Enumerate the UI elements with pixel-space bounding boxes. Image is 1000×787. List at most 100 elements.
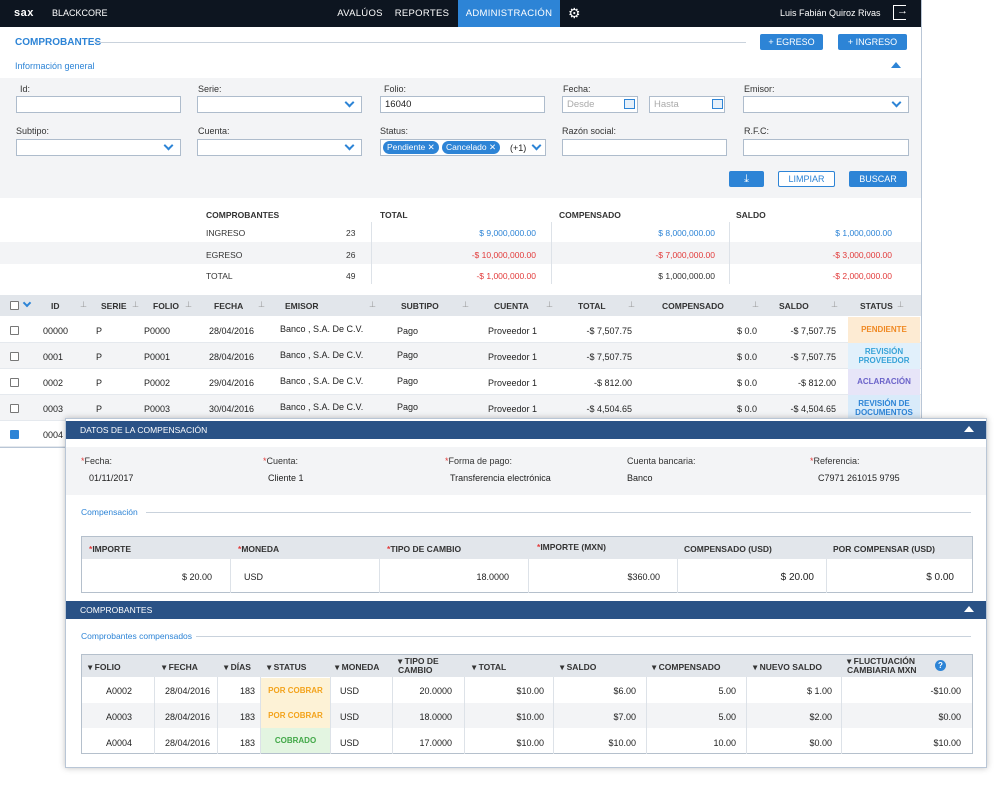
serie-select[interactable] [197, 96, 362, 113]
folio-input[interactable]: 16040 [380, 96, 545, 113]
col-total: ▾ TOTAL [472, 662, 507, 672]
table-header: ID ⊥ SERIE ⊥ FOLIO ⊥ FECHA ⊥ EMISOR ⊥ SU… [0, 295, 921, 316]
importe-input[interactable]: $ 20.00 [181, 572, 212, 582]
status-badge: POR COBRAR [261, 703, 330, 728]
pin-icon[interactable]: ⊥ [462, 300, 469, 309]
nav-administracion[interactable]: ADMINISTRACIÓN [458, 0, 560, 27]
col-id[interactable]: ID [51, 301, 60, 311]
compensacion-section-title: Compensación [81, 507, 138, 517]
collapse-icon[interactable] [964, 426, 974, 432]
status-badge: POR COBRAR [261, 678, 330, 703]
pin-icon[interactable]: ⊥ [752, 300, 759, 309]
rfc-input[interactable] [743, 139, 909, 156]
col-folio[interactable]: FOLIO [153, 301, 179, 311]
pin-icon[interactable]: ⊥ [369, 300, 376, 309]
col-status[interactable]: STATUS [860, 301, 893, 311]
comprobantes-compensados-title: Comprobantes compensados [81, 631, 193, 641]
cell-compensado: $ 0.0 [736, 326, 757, 336]
logout-icon[interactable] [893, 5, 908, 20]
cell-id: 0003 [43, 404, 64, 414]
pin-icon[interactable]: ⊥ [831, 300, 838, 309]
add-egreso-button[interactable]: + EGRESO [760, 34, 823, 50]
cuenta-value[interactable]: Cliente 1 [268, 473, 304, 483]
limpiar-button[interactable]: LIMPIAR [778, 171, 835, 187]
help-icon[interactable]: ? [935, 660, 946, 671]
add-ingreso-button[interactable]: + INGRESO [838, 34, 907, 50]
divider [528, 559, 529, 593]
tipo-cambio-input[interactable]: 18.0000 [476, 572, 509, 582]
table-row[interactable]: 00000 P P0000 28/04/2016 Banco , S.A. De… [0, 317, 921, 343]
cuenta-bancaria-value[interactable]: Banco [627, 473, 653, 483]
pin-icon[interactable]: ⊥ [628, 300, 635, 309]
referencia-value[interactable]: C7971 261015 9795 [818, 473, 900, 483]
compensados-header [82, 655, 972, 677]
razon-social-input[interactable] [562, 139, 727, 156]
pin-icon[interactable]: ⊥ [132, 300, 139, 309]
status-badge: ACLARACIÓN [848, 369, 920, 395]
cell-folio: P0002 [144, 378, 171, 388]
collapse-icon[interactable] [964, 606, 974, 612]
summary-saldo: $ 1,000,000.00 [835, 228, 892, 238]
pin-icon[interactable]: ⊥ [258, 300, 265, 309]
compensacion-panel: DATOS DE LA COMPENSACIÓN *Fecha: 01/11/2… [65, 418, 987, 768]
divider [841, 677, 842, 754]
col-emisor[interactable]: EMISOR [285, 301, 319, 311]
cell-subtipo: Pago [397, 402, 419, 412]
buscar-button[interactable]: BUSCAR [849, 171, 907, 187]
gear-icon[interactable]: ⚙ [568, 5, 581, 21]
pin-icon[interactable]: ⊥ [185, 300, 192, 309]
table-row[interactable]: 0001 P P0001 28/04/2016 Banco , S.A. De … [0, 343, 921, 369]
col-subtipo[interactable]: SUBTIPO [401, 301, 439, 311]
row-checkbox[interactable] [10, 326, 19, 335]
subtipo-label: Subtipo: [16, 126, 50, 136]
status-chip-cancelado[interactable]: Cancelado ✕ [442, 141, 501, 154]
divider [746, 677, 747, 754]
fecha-value[interactable]: 01/11/2017 [89, 473, 134, 483]
col-fecha[interactable]: FECHA [214, 301, 244, 311]
pin-icon[interactable]: ⊥ [546, 300, 553, 309]
row-checkbox[interactable] [10, 352, 19, 361]
summary-compensado: $ 1,000,000.00 [658, 271, 715, 281]
moneda-select[interactable]: USD [244, 572, 264, 582]
subtipo-select[interactable] [16, 139, 181, 156]
summary-total: -$ 1,000,000.00 [476, 271, 536, 281]
select-all-checkbox[interactable] [10, 301, 19, 310]
calendar-icon[interactable] [624, 99, 635, 109]
col-total[interactable]: TOTAL [578, 301, 606, 311]
section-info-general[interactable]: Información general [15, 61, 95, 71]
download-icon[interactable]: ⤓ [729, 171, 764, 187]
collapse-icon[interactable] [891, 62, 901, 68]
col-compensado[interactable]: COMPENSADO [662, 301, 724, 311]
divider [551, 222, 552, 284]
cuenta-select[interactable] [197, 139, 362, 156]
por-compensar-usd-value: $ 0.00 [926, 572, 954, 583]
nav-reportes[interactable]: REPORTES [394, 8, 450, 19]
col-nuevo-saldo: ▾ NUEVO SALDO [753, 662, 822, 672]
row-checkbox[interactable] [10, 430, 19, 439]
status-chip-pendiente[interactable]: Pendiente ✕ [383, 141, 439, 154]
row-checkbox[interactable] [10, 378, 19, 387]
pin-icon[interactable]: ⊥ [80, 300, 87, 309]
desde-input[interactable]: Desde [562, 96, 638, 113]
forma-pago-value[interactable]: Transferencia electrónica [450, 473, 551, 483]
id-input[interactable] [16, 96, 181, 113]
col-cuenta[interactable]: CUENTA [494, 301, 529, 311]
pin-icon[interactable]: ⊥ [897, 300, 904, 309]
col-serie[interactable]: SERIE [101, 301, 127, 311]
page-title: COMPROBANTES [15, 37, 102, 48]
col-saldo[interactable]: SALDO [779, 301, 809, 311]
calendar-icon[interactable] [712, 99, 723, 109]
emisor-select[interactable] [743, 96, 909, 113]
cell-emisor: Banco , S.A. De C.V. [280, 376, 364, 386]
user-name[interactable]: Luis Fabián Quiroz Rivas [780, 8, 881, 18]
hasta-input[interactable]: Hasta [649, 96, 725, 113]
row-checkbox[interactable] [10, 404, 19, 413]
nav-avaluos[interactable]: AVALÚOS [337, 8, 383, 19]
cell-total: -$ 7,507.75 [586, 326, 632, 336]
compensado-usd-value: $ 20.00 [780, 572, 814, 583]
rfc-label: R.F.C: [744, 126, 770, 136]
summary-total: $ 9,000,000.00 [479, 228, 536, 238]
chevron-down-icon[interactable] [22, 298, 32, 308]
status-label: Status: [380, 126, 409, 136]
table-row[interactable]: 0002 P P0002 29/04/2016 Banco , S.A. De … [0, 369, 921, 395]
